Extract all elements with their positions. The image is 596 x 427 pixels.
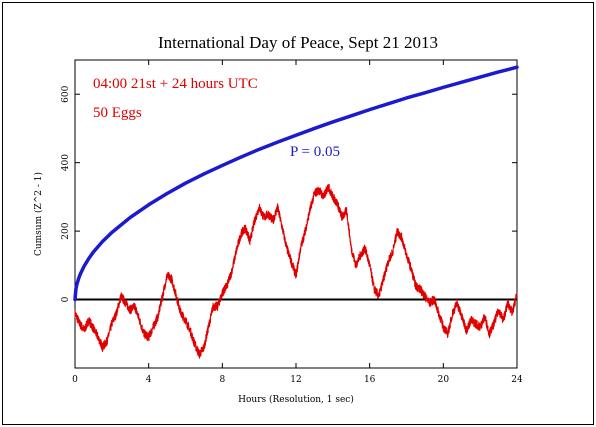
series-layer bbox=[73, 65, 519, 359]
y-tick-label: 400 bbox=[61, 154, 71, 171]
y-tick-label: 600 bbox=[61, 85, 71, 102]
probability-envelope-line bbox=[73, 65, 519, 302]
x-tick-label: 20 bbox=[438, 375, 450, 385]
x-tick-label: 16 bbox=[364, 375, 376, 385]
annotation-time-range: 04:00 21st + 24 hours UTC bbox=[93, 76, 258, 92]
annotation-egg-count: 50 Eggs bbox=[93, 105, 142, 121]
cumsum-series-line bbox=[74, 183, 518, 359]
y-tick-label: 200 bbox=[61, 222, 71, 239]
x-tick-label: 8 bbox=[219, 375, 225, 385]
annotation-probability: P = 0.05 bbox=[290, 144, 340, 160]
x-tick-label: 4 bbox=[146, 375, 152, 385]
x-axis: 0 4 8 12 16 20 24 bbox=[72, 60, 523, 385]
y-tick-label: 0 bbox=[61, 296, 71, 302]
x-tick-label: 0 bbox=[72, 375, 78, 385]
x-tick-label: 12 bbox=[290, 375, 301, 385]
x-axis-label: Hours (Resolution, 1 sec) bbox=[238, 394, 354, 405]
y-axis-label: Cumsum (Z^2 - 1) bbox=[33, 172, 44, 256]
x-tick-label: 24 bbox=[511, 375, 523, 385]
chart-title: International Day of Peace, Sept 21 2013 bbox=[158, 33, 438, 52]
